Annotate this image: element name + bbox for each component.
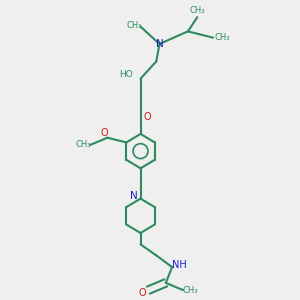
Text: N: N	[130, 191, 138, 201]
Text: N: N	[156, 39, 163, 49]
Text: CH₃: CH₃	[190, 6, 205, 15]
Text: CH₃: CH₃	[182, 286, 198, 295]
Text: HO: HO	[119, 70, 133, 80]
Text: CH₃: CH₃	[127, 21, 142, 30]
Text: O: O	[143, 112, 151, 122]
Text: CH₃: CH₃	[215, 33, 230, 42]
Text: NH: NH	[172, 260, 186, 270]
Text: O: O	[100, 128, 108, 138]
Text: CH₃: CH₃	[75, 140, 91, 149]
Text: O: O	[138, 288, 146, 298]
